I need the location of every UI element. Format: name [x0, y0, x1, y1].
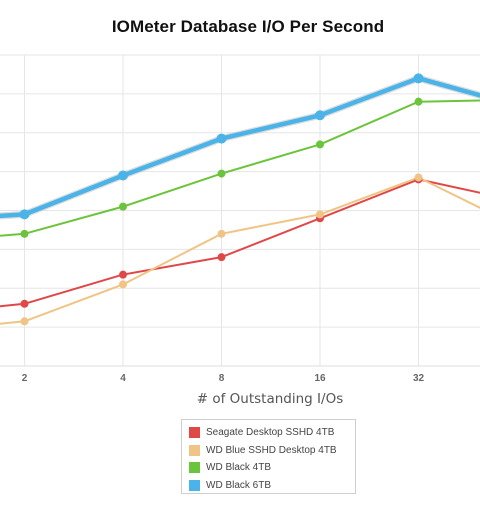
data-point[interactable]: [413, 73, 424, 84]
legend-swatch: [189, 444, 200, 456]
x-tick-label: 16: [314, 373, 326, 384]
x-tick-label: 8: [219, 373, 225, 384]
legend-swatch: [189, 479, 200, 491]
chart-title: IOMeter Database I/O Per Second: [111, 17, 385, 36]
data-point[interactable]: [217, 229, 226, 238]
data-point[interactable]: [119, 202, 127, 211]
legend-label: WD Black 6TB: [206, 479, 272, 491]
data-point[interactable]: [19, 209, 30, 220]
legend-swatch: [189, 427, 200, 439]
data-point[interactable]: [118, 170, 128, 181]
x-tick-label: 4: [120, 373, 126, 384]
data-point[interactable]: [316, 140, 324, 149]
data-point[interactable]: [20, 317, 29, 326]
series-line: [0, 99, 480, 237]
legend-label: WD Blue SSHD Desktop 4TB: [206, 444, 337, 456]
data-point[interactable]: [217, 253, 226, 262]
series-line: [0, 176, 480, 325]
legend[interactable]: Seagate Desktop SSHD 4TB WD Blue SSHD De…: [181, 419, 356, 494]
data-point[interactable]: [217, 169, 226, 178]
data-point[interactable]: [216, 133, 227, 144]
data-point[interactable]: [414, 97, 423, 106]
data-point[interactable]: [414, 173, 423, 182]
x-tick-label: 32: [413, 373, 425, 384]
x-tick-label: 2: [22, 373, 28, 384]
legend-label: Seagate Desktop SSHD 4TB: [206, 427, 335, 439]
data-point[interactable]: [119, 270, 127, 279]
series-line-shadow: [0, 74, 480, 220]
legend-swatch: [189, 462, 200, 474]
data-point[interactable]: [20, 299, 29, 308]
x-axis-label: # of Outstanding I/Os: [196, 391, 344, 407]
legend-item-wd-black-4tb[interactable]: WD Black 4TB: [189, 459, 355, 477]
legend-item-wd-blue-sshd[interactable]: WD Blue SSHD Desktop 4TB: [189, 442, 355, 460]
legend-label: WD Black 4TB: [206, 462, 272, 474]
data-point[interactable]: [119, 280, 127, 289]
series-line: [0, 178, 480, 308]
data-point[interactable]: [316, 210, 324, 219]
data-point[interactable]: [20, 229, 29, 238]
legend-item-wd-black-6tb[interactable]: WD Black 6TB: [189, 477, 355, 495]
legend-item-seagate-sshd[interactable]: Seagate Desktop SSHD 4TB: [189, 424, 355, 442]
data-point[interactable]: [315, 110, 325, 121]
